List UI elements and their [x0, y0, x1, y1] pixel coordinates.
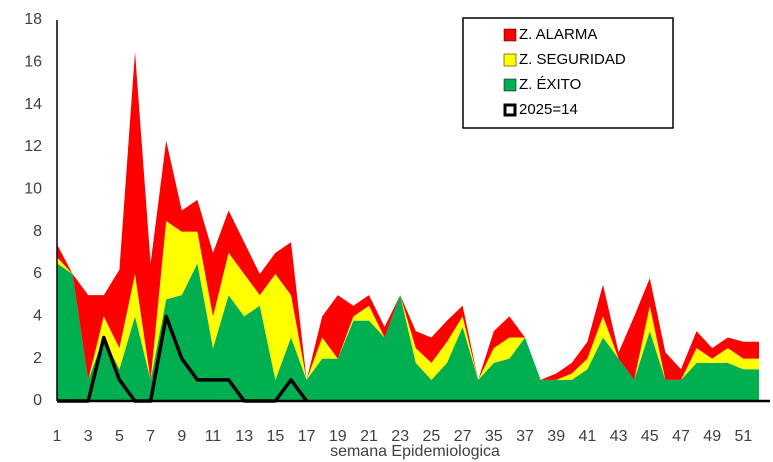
- legend-box: [462, 17, 674, 129]
- y-tick-label: 10: [24, 181, 42, 198]
- x-tick-label: 25: [423, 428, 441, 445]
- x-tick-label: 35: [485, 428, 503, 445]
- x-tick-label: 19: [329, 428, 347, 445]
- x-tick-label: 49: [703, 428, 721, 445]
- x-tick-label: 9: [177, 428, 186, 445]
- x-tick-label: 39: [547, 428, 565, 445]
- x-tick-label: 23: [391, 428, 409, 445]
- y-tick-label: 6: [33, 265, 42, 282]
- x-tick-label: 11: [205, 428, 222, 445]
- x-tick-label: 45: [641, 428, 659, 445]
- x-tick-label: 5: [115, 428, 124, 445]
- y-tick-label: 16: [24, 54, 42, 71]
- y-tick-label: 0: [33, 392, 42, 409]
- y-tick-label: 18: [24, 11, 42, 28]
- x-tick-label: 51: [735, 428, 753, 445]
- x-tick-label: 27: [454, 428, 472, 445]
- legend-label: Z. SEGURIDAD: [519, 51, 626, 68]
- x-tick-label: 37: [516, 428, 534, 445]
- legend-label: Z. ÉXITO: [519, 76, 581, 93]
- x-tick-label: 3: [84, 428, 93, 445]
- legend-label: 2025=14: [519, 101, 578, 118]
- y-tick-label: 14: [24, 96, 42, 113]
- y-tick-label: 8: [33, 223, 42, 240]
- x-tick-label: 17: [298, 428, 316, 445]
- legend-swatch: [503, 78, 517, 92]
- y-tick-label: 2: [33, 350, 42, 367]
- x-tick-label: 1: [53, 428, 62, 445]
- x-tick-label: 41: [579, 428, 597, 445]
- legend-swatch: [503, 53, 517, 67]
- y-tick-label: 4: [33, 308, 42, 325]
- area: [57, 221, 759, 380]
- area: [57, 263, 759, 401]
- x-tick-label: 7: [146, 428, 155, 445]
- legend-swatch: [503, 103, 517, 117]
- legend-swatch: [503, 28, 517, 42]
- area: [57, 51, 759, 380]
- x-tick-label: 43: [610, 428, 628, 445]
- x-tick-label: 13: [235, 428, 253, 445]
- legend-label: Z. ALARMA: [519, 26, 597, 43]
- x-tick-label: 47: [672, 428, 690, 445]
- x-axis-label: semana Epidemiologica: [330, 443, 500, 460]
- x-tick-label: 15: [267, 428, 285, 445]
- y-tick-label: 12: [24, 138, 42, 155]
- x-tick-label: 21: [360, 428, 378, 445]
